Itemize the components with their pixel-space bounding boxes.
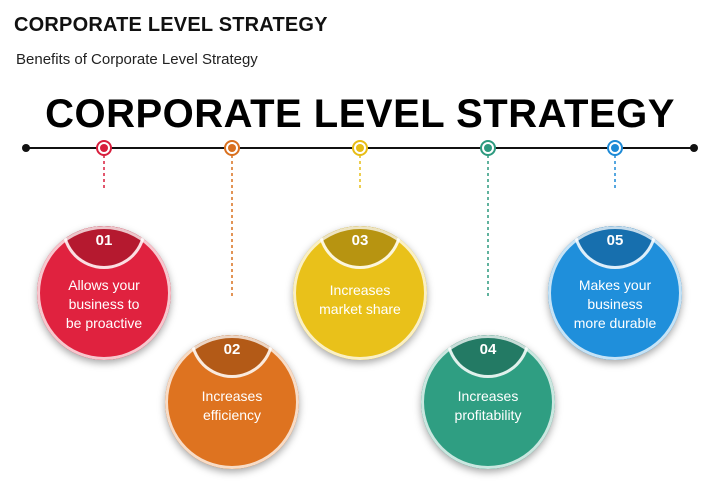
benefit-circle-01: 01 Allows your business to be proactive bbox=[37, 226, 171, 360]
timeline-marker-dot bbox=[356, 144, 364, 152]
benefit-text: Increases efficiency bbox=[165, 387, 299, 425]
benefit-text-line: market share bbox=[319, 301, 401, 317]
benefit-number: 03 bbox=[351, 232, 369, 249]
page-subtitle: Benefits of Corporate Level Strategy bbox=[16, 51, 258, 68]
benefit-circle-05: 05 Makes your business more durable bbox=[548, 226, 682, 360]
benefit-number: 01 bbox=[95, 232, 113, 249]
benefit-text: Increases profitability bbox=[421, 387, 555, 425]
diagram-heading: CORPORATE LEVEL STRATEGY bbox=[45, 92, 675, 136]
benefit-text-line: business to bbox=[68, 296, 140, 312]
benefit-text: Makes your business more durable bbox=[548, 276, 682, 333]
benefit-text: Allows your business to be proactive bbox=[37, 276, 171, 333]
timeline-marker-dot bbox=[611, 144, 619, 152]
benefit-circle-03: 03 Increases market share bbox=[293, 226, 427, 360]
benefit-number: 02 bbox=[223, 341, 241, 358]
timeline-marker-dot bbox=[100, 144, 108, 152]
timeline-start-dot bbox=[22, 144, 30, 152]
benefit-circle-04: 04 Increases profitability bbox=[421, 335, 555, 469]
benefit-text-line: more durable bbox=[573, 315, 657, 331]
benefit-text-line: Increases bbox=[329, 282, 391, 298]
benefit-text-line: profitability bbox=[454, 407, 522, 423]
benefit-text-line: Allows your bbox=[68, 277, 140, 293]
timeline-end-dot bbox=[690, 144, 698, 152]
benefit-number: 05 bbox=[606, 232, 624, 249]
benefit-circle-02: 02 Increases efficiency bbox=[165, 335, 299, 469]
benefit-text-line: business bbox=[587, 296, 643, 312]
benefit-text: Increases market share bbox=[293, 281, 427, 319]
benefit-number: 04 bbox=[479, 341, 497, 358]
benefit-text-line: Increases bbox=[201, 388, 263, 404]
page-title: CORPORATE LEVEL STRATEGY bbox=[14, 14, 328, 36]
benefit-text-line: be proactive bbox=[65, 315, 143, 331]
timeline-marker-dot bbox=[484, 144, 492, 152]
timeline-marker-dot bbox=[228, 144, 236, 152]
benefit-text-line: efficiency bbox=[202, 407, 262, 423]
benefit-text-line: Increases bbox=[457, 388, 519, 404]
benefit-text-line: Makes your bbox=[578, 277, 652, 293]
